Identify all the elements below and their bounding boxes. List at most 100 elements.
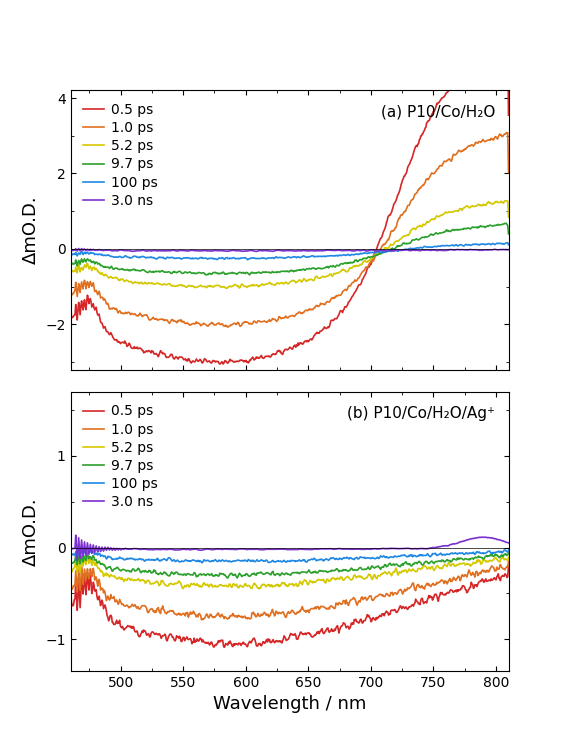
3.0 ns bbox=[327, 544, 333, 553]
9.7 ps bbox=[145, 568, 151, 577]
5.2 ps bbox=[398, 569, 405, 578]
Legend: 0.5 ps, 1.0 ps, 5.2 ps, 9.7 ps, 100 ps, 3.0 ns: 0.5 ps, 1.0 ps, 5.2 ps, 9.7 ps, 100 ps, … bbox=[77, 97, 163, 213]
5.2 ps bbox=[498, 552, 505, 561]
Text: (a) P10/Co/H₂O: (a) P10/Co/H₂O bbox=[381, 105, 496, 119]
100 ps bbox=[360, 249, 367, 258]
0.5 ps bbox=[505, 562, 512, 571]
0.5 ps bbox=[180, 354, 186, 363]
3.0 ns bbox=[145, 247, 152, 256]
1.0 ps bbox=[145, 313, 151, 322]
Line: 0.5 ps: 0.5 ps bbox=[71, 566, 508, 648]
5.2 ps bbox=[266, 278, 273, 287]
5.2 ps bbox=[145, 576, 151, 585]
Line: 5.2 ps: 5.2 ps bbox=[71, 201, 508, 289]
0.5 ps bbox=[145, 347, 151, 356]
100 ps bbox=[326, 555, 333, 564]
0.5 ps bbox=[221, 643, 228, 652]
1.0 ps bbox=[224, 323, 231, 332]
Y-axis label: ΔmO.D.: ΔmO.D. bbox=[22, 196, 40, 265]
9.7 ps bbox=[360, 565, 367, 574]
9.7 ps bbox=[180, 571, 186, 580]
5.2 ps bbox=[223, 284, 230, 293]
0.5 ps bbox=[180, 633, 186, 642]
9.7 ps bbox=[505, 229, 512, 238]
9.7 ps bbox=[266, 268, 273, 277]
Y-axis label: ΔmO.D.: ΔmO.D. bbox=[21, 497, 40, 566]
5.2 ps bbox=[505, 552, 512, 561]
X-axis label: Wavelength / nm: Wavelength / nm bbox=[213, 695, 366, 713]
100 ps bbox=[145, 555, 151, 564]
9.7 ps bbox=[398, 560, 405, 569]
9.7 ps bbox=[145, 268, 151, 277]
100 ps bbox=[502, 545, 509, 554]
1.0 ps bbox=[180, 608, 186, 618]
3.0 ns bbox=[181, 246, 188, 255]
100 ps bbox=[326, 251, 333, 260]
9.7 ps bbox=[326, 567, 333, 576]
3.0 ns bbox=[146, 545, 153, 554]
5.2 ps bbox=[360, 256, 367, 265]
3.0 ns bbox=[361, 544, 368, 553]
9.7 ps bbox=[505, 547, 512, 556]
9.7 ps bbox=[360, 254, 367, 263]
3.0 ns bbox=[398, 544, 405, 553]
0.5 ps bbox=[398, 602, 405, 611]
Line: 1.0 ps: 1.0 ps bbox=[71, 562, 508, 620]
3.0 ns bbox=[505, 245, 512, 254]
5.2 ps bbox=[180, 584, 186, 593]
100 ps bbox=[360, 553, 367, 562]
1.0 ps bbox=[266, 611, 273, 621]
100 ps bbox=[398, 551, 405, 560]
5.2 ps bbox=[326, 270, 333, 279]
3.0 ns bbox=[327, 246, 333, 255]
1.0 ps bbox=[145, 608, 151, 618]
5.2 ps bbox=[256, 584, 263, 593]
1.0 ps bbox=[505, 557, 512, 566]
9.7 ps bbox=[67, 256, 74, 265]
3.0 ns bbox=[74, 556, 81, 565]
1.0 ps bbox=[360, 594, 367, 603]
0.5 ps bbox=[505, 111, 512, 120]
5.2 ps bbox=[505, 213, 512, 222]
Line: 100 ps: 100 ps bbox=[71, 243, 508, 259]
Line: 1.0 ps: 1.0 ps bbox=[71, 133, 508, 327]
3.0 ns bbox=[505, 538, 512, 547]
0.5 ps bbox=[266, 635, 273, 644]
Line: 3.0 ns: 3.0 ns bbox=[71, 249, 508, 252]
Line: 3.0 ns: 3.0 ns bbox=[71, 535, 508, 560]
1.0 ps bbox=[398, 210, 405, 219]
1.0 ps bbox=[266, 315, 273, 324]
100 ps bbox=[266, 558, 273, 567]
3.0 ns bbox=[67, 246, 74, 255]
Line: 9.7 ps: 9.7 ps bbox=[71, 223, 508, 275]
100 ps bbox=[145, 253, 151, 262]
1.0 ps bbox=[67, 275, 74, 284]
3.0 ns bbox=[398, 246, 405, 255]
1.0 ps bbox=[398, 585, 405, 594]
0.5 ps bbox=[360, 616, 367, 625]
0.5 ps bbox=[145, 629, 151, 638]
100 ps bbox=[505, 241, 512, 250]
9.7 ps bbox=[503, 219, 510, 228]
5.2 ps bbox=[502, 196, 509, 205]
5.2 ps bbox=[145, 278, 151, 287]
9.7 ps bbox=[246, 271, 253, 280]
9.7 ps bbox=[398, 241, 405, 250]
Line: 9.7 ps: 9.7 ps bbox=[71, 552, 508, 578]
3.0 ns bbox=[72, 531, 79, 540]
9.7 ps bbox=[326, 262, 333, 271]
9.7 ps bbox=[180, 268, 186, 277]
1.0 ps bbox=[360, 266, 367, 275]
0.5 ps bbox=[326, 322, 333, 331]
100 ps bbox=[180, 253, 186, 262]
5.2 ps bbox=[326, 576, 333, 585]
Line: 0.5 ps: 0.5 ps bbox=[71, 48, 508, 364]
100 ps bbox=[199, 558, 206, 567]
3.0 ns bbox=[67, 544, 74, 553]
1.0 ps bbox=[67, 567, 74, 576]
100 ps bbox=[503, 238, 510, 247]
0.5 ps bbox=[216, 360, 223, 369]
9.7 ps bbox=[266, 569, 273, 578]
100 ps bbox=[398, 246, 405, 255]
3.0 ns bbox=[253, 247, 260, 256]
